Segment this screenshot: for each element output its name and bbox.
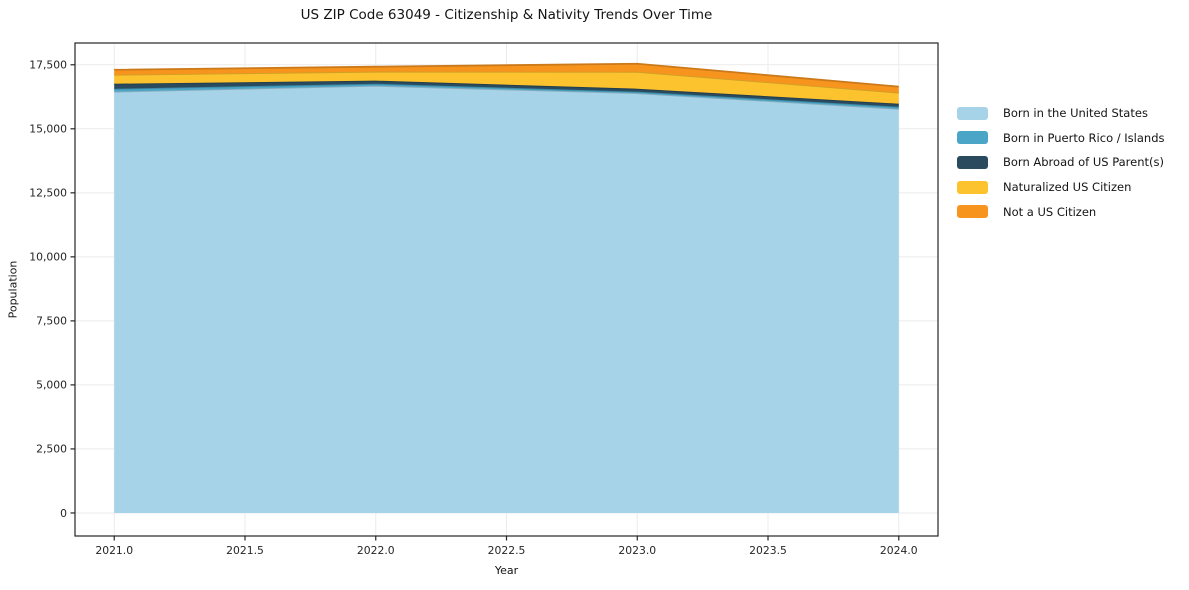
legend-label: Born in the United States bbox=[1003, 106, 1148, 121]
x-tick-label: 2024.0 bbox=[880, 544, 918, 557]
x-tick-label: 2021.5 bbox=[226, 544, 264, 557]
legend-item: Born Abroad of US Parent(s) bbox=[957, 150, 1165, 175]
legend-item: Naturalized US Citizen bbox=[957, 175, 1165, 200]
legend-swatch-icon bbox=[957, 106, 988, 120]
y-axis-label: Population bbox=[6, 260, 20, 319]
legend-item: Not a US Citizen bbox=[957, 199, 1165, 224]
x-tick-label: 2023.0 bbox=[618, 544, 656, 557]
y-tick-label: 17,500 bbox=[29, 59, 67, 72]
x-tick-label: 2023.5 bbox=[749, 544, 787, 557]
legend-swatch-icon bbox=[957, 131, 988, 145]
x-tick-label: 2021.0 bbox=[95, 544, 133, 557]
x-axis-label: Year bbox=[494, 564, 519, 577]
y-tick-label: 5,000 bbox=[36, 379, 67, 392]
y-tick-label: 0 bbox=[60, 507, 67, 520]
chart-title: US ZIP Code 63049 - Citizenship & Nativi… bbox=[300, 7, 713, 23]
legend: Born in the United States Born in Puerto … bbox=[957, 101, 1165, 224]
y-tick-label: 7,500 bbox=[36, 315, 67, 328]
y-tick-label: 12,500 bbox=[29, 187, 67, 200]
legend-label: Born Abroad of US Parent(s) bbox=[1003, 155, 1164, 170]
legend-item: Born in Puerto Rico / Islands bbox=[957, 126, 1165, 151]
x-tick-label: 2022.0 bbox=[357, 544, 395, 557]
y-tick-label: 15,000 bbox=[29, 123, 67, 136]
legend-label: Naturalized US Citizen bbox=[1003, 180, 1132, 195]
x-tick-label: 2022.5 bbox=[488, 544, 526, 557]
y-tick-label: 2,500 bbox=[36, 443, 67, 456]
legend-label: Born in Puerto Rico / Islands bbox=[1003, 130, 1165, 145]
legend-item: Born in the United States bbox=[957, 101, 1165, 126]
legend-swatch-icon bbox=[957, 205, 988, 219]
legend-swatch-icon bbox=[957, 180, 988, 194]
legend-label: Not a US Citizen bbox=[1003, 204, 1097, 219]
legend-swatch-icon bbox=[957, 155, 988, 169]
y-tick-label: 10,000 bbox=[29, 251, 67, 264]
